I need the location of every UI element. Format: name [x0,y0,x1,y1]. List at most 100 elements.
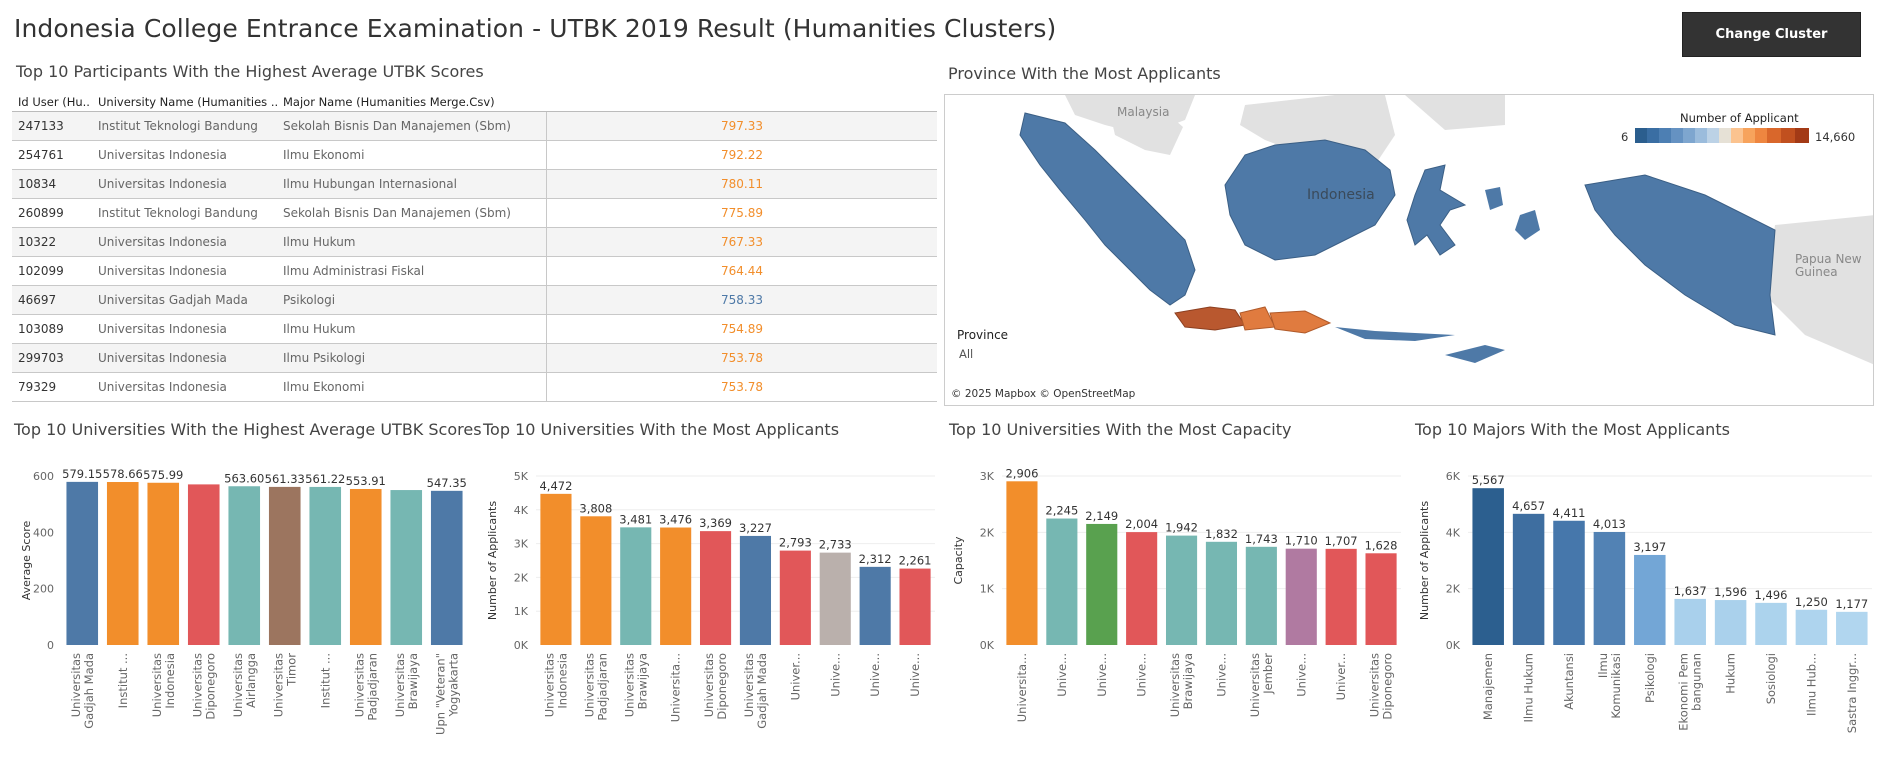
bar-value-label: 553.91 [346,474,386,488]
bar[interactable] [779,550,811,645]
table-row[interactable]: 254761 Universitas Indonesia Ilmu Ekonomi 7… [12,141,937,170]
x-tick-label: Indonesia [163,653,177,709]
cell-university: Universitas Indonesia [98,380,227,394]
bar[interactable] [620,527,652,645]
bar[interactable] [819,552,851,645]
bar[interactable] [1126,532,1158,645]
cell-score: 753.78 [721,380,763,394]
chart-uni-applicants-svg: Number of Applicants 0K 1K 2K 3K 4K 5K 4,472 Uni… [486,470,935,729]
bar[interactable] [540,493,572,645]
table-row[interactable]: 102099 Universitas Indonesia Ilmu Administ… [12,257,937,286]
participants-title: Top 10 Participants With the Highest Ave… [16,62,484,81]
bar[interactable] [1795,609,1828,645]
table-row[interactable]: 299703 Universitas Indonesia Ilmu Psikolog… [12,344,937,373]
bar[interactable] [1006,481,1038,645]
cell-major: Ilmu Ekonomi [277,373,547,401]
table-row[interactable]: 46697 Universitas Gadjah Mada Psikologi 758… [12,286,937,315]
cell-university: Universitas Indonesia [98,235,227,249]
header-major[interactable]: Major Name (Humanities Merge.Csv) [283,94,495,109]
bar-value-label: 561.22 [305,472,345,486]
x-tick-label: Sastra Inggr... [1845,653,1859,733]
x-tick-label: Unive... [1055,653,1069,697]
bar-value-label: 561.33 [265,472,305,486]
bar[interactable] [1245,546,1277,645]
bar-value-label: 2,312 [859,552,892,566]
x-tick-label: Ilmu Hukum [1522,653,1536,722]
cell-id-user: 299703 [18,351,64,365]
cell-university: Universitas Gadjah Mada [98,293,248,307]
bar[interactable] [187,484,220,645]
bar[interactable] [1634,554,1666,645]
x-tick-label: bangunan [1690,653,1704,711]
x-tick-label: Brawijaya [635,653,649,709]
bar[interactable] [739,535,772,645]
bar[interactable] [1714,600,1747,645]
bar[interactable] [1593,531,1626,645]
bar[interactable] [859,566,891,645]
table-row[interactable]: 10322 Universitas Indonesia Ilmu Hukum 767.… [12,228,937,257]
x-tick-label: Unive... [1135,653,1149,697]
bar[interactable] [1325,548,1357,645]
table-row[interactable]: 260899 Institut Teknologi Bandung Sekolah … [12,199,937,228]
bar-value-label: 1,637 [1674,584,1707,598]
map-canvas[interactable] [945,95,1874,406]
cell-id-user: 10322 [18,235,57,249]
x-tick-label: Padjadjaran [595,653,609,721]
bar-value-label: 1,710 [1285,534,1318,548]
cell-score: 775.89 [721,206,763,220]
province-filter-value[interactable]: All [959,347,974,361]
west-java-shape [1174,306,1246,331]
cell-major: Ilmu Hukum [277,315,547,343]
bar[interactable] [1165,535,1198,645]
header-university[interactable]: University Name (Humanities .. [98,94,277,109]
x-tick-label: Brawijaya [406,653,420,709]
table-row[interactable]: 103089 Universitas Indonesia Ilmu Hukum 754… [12,315,937,344]
y-tick-label: 3K [514,538,529,551]
bar[interactable] [66,481,99,645]
bar[interactable] [106,482,139,645]
chart-uni-capacity: Capacity 0K 1K 2K 3K 2,906 Universita... 2,245 U… [946,450,1406,774]
x-tick-label: Padjadjaran [365,653,379,721]
table-row[interactable]: 247133 Institut Teknologi Bandung Sekolah … [12,112,937,141]
bar[interactable] [699,531,732,645]
east-java-shape [1269,310,1332,334]
png-shape [1765,215,1873,365]
bar[interactable] [1205,541,1238,645]
header-id-user[interactable]: Id User (Hu.. [18,94,90,109]
table-row[interactable]: 10834 Universitas Indonesia Ilmu Hubungan … [12,170,937,199]
map-attribution[interactable]: © 2025 Mapbox © OpenStreetMap [951,388,1136,400]
bar[interactable] [1836,611,1868,645]
bar[interactable] [1046,518,1078,645]
bar[interactable] [1674,598,1706,645]
chart-uni-capacity-svg: Capacity 0K 1K 2K 3K 2,906 Universita... 2,245 U… [952,466,1401,722]
change-cluster-button[interactable]: Change Cluster [1682,12,1861,57]
bar[interactable] [899,568,931,645]
bar[interactable] [1472,488,1504,645]
cell-major: Ilmu Hubungan Internasional [277,170,547,198]
bar[interactable] [147,482,180,645]
bar[interactable] [1512,513,1545,645]
bar[interactable] [349,488,382,645]
bar[interactable] [430,490,463,645]
bar[interactable] [580,516,612,645]
x-tick-label: Yogyakarta [446,653,460,717]
bar[interactable] [309,486,342,645]
bar[interactable] [390,490,423,645]
bar-value-label: 1,596 [1714,585,1747,599]
bar[interactable] [1553,520,1585,645]
bar[interactable] [660,527,692,645]
cell-major: Psikologi [277,286,547,314]
bar[interactable] [1086,523,1118,645]
x-tick-label: Univer... [788,653,802,700]
y-tick-label: 2K [980,526,995,539]
bar[interactable] [1755,602,1787,645]
table-row[interactable]: 79329 Universitas Indonesia Ilmu Ekonomi 75… [12,373,937,402]
y-tick-label: 0 [47,639,54,652]
bar[interactable] [1285,548,1317,645]
x-tick-label: Universitas [1368,653,1382,717]
province-map[interactable]: Malaysia Indonesia Papua New Guinea Numb… [944,94,1874,406]
bar[interactable] [268,486,301,645]
bar[interactable] [1365,553,1397,645]
papua-shape [1584,174,1776,336]
bar[interactable] [228,486,261,645]
